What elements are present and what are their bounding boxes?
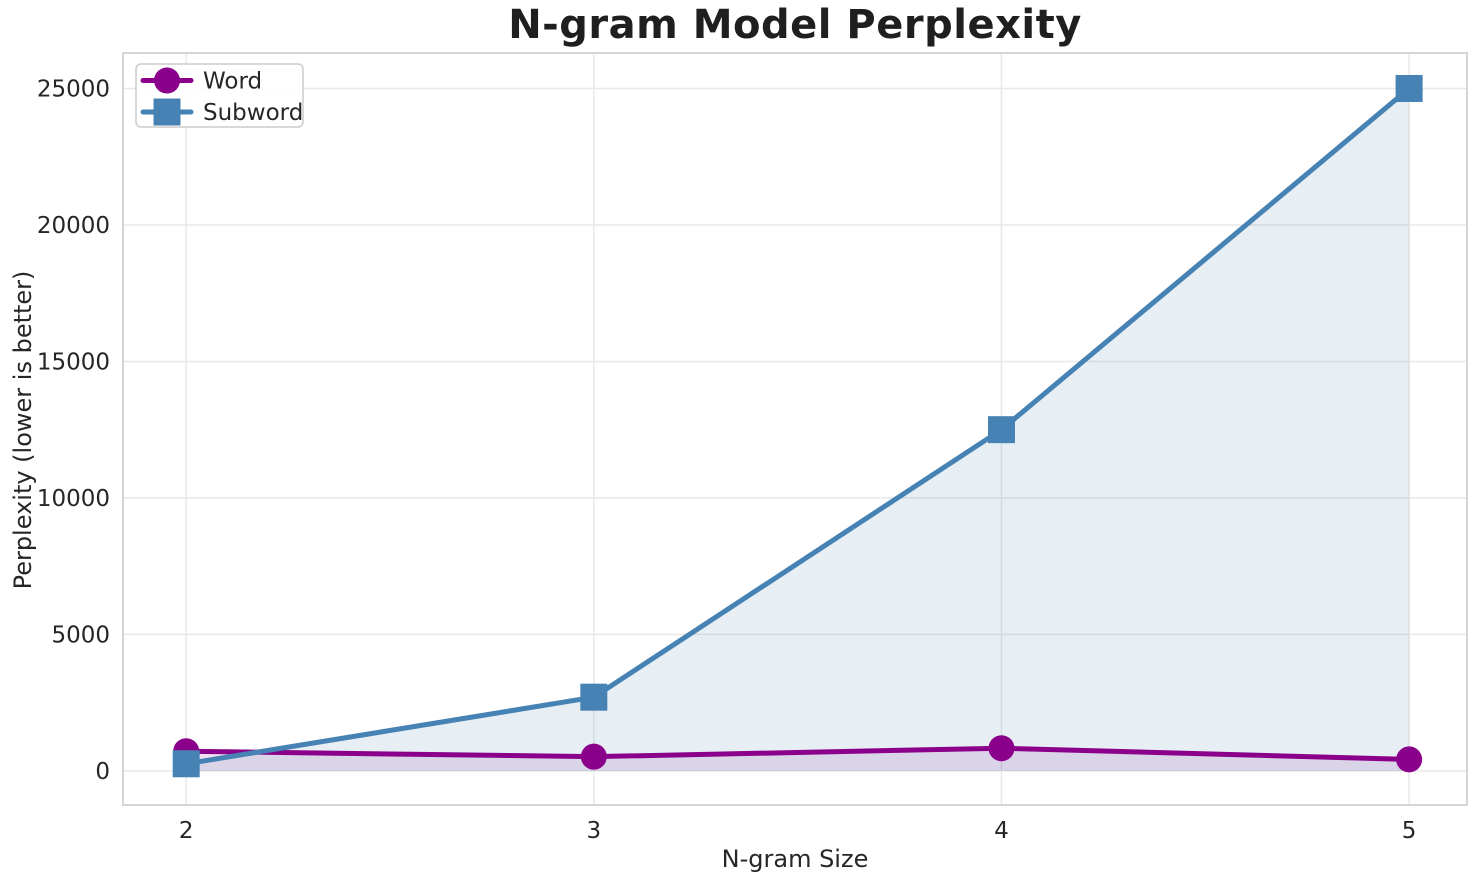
series-word-fill [186, 748, 1410, 771]
svg-text:3: 3 [587, 818, 602, 844]
legend-marker-square [153, 98, 181, 126]
svg-text:25000: 25000 [37, 76, 110, 102]
svg-text:0: 0 [95, 759, 110, 785]
svg-text:4: 4 [994, 818, 1009, 844]
series-subword-fill [186, 88, 1410, 771]
marker-subword-point [987, 416, 1015, 444]
legend: Word Subword [135, 63, 304, 128]
chart-title: N-gram Model Perplexity [508, 2, 1082, 48]
plot-background [123, 53, 1467, 805]
legend-item-subword: Subword [140, 98, 303, 126]
svg-text:10000: 10000 [37, 486, 110, 512]
marker-subword-point [580, 683, 608, 711]
plot-border [122, 52, 1468, 806]
svg-text:20000: 20000 [37, 213, 110, 239]
svg-text:15000: 15000 [37, 349, 110, 375]
marker-word-point [1396, 746, 1423, 773]
y-axis-label: Perplexity (lower is better) [9, 270, 37, 590]
svg-text:2: 2 [179, 818, 194, 844]
legend-item-word: Word [140, 67, 262, 95]
marker-subword-point [172, 750, 200, 778]
x-axis-label: N-gram Size [721, 845, 869, 873]
svg-text:5: 5 [1402, 818, 1417, 844]
gridlines [123, 53, 1467, 805]
series-word [173, 735, 1423, 773]
y-tick-labels: 0 5000 10000 15000 20000 25000 [37, 76, 110, 784]
marker-word-point [580, 743, 607, 770]
svg-text:5000: 5000 [51, 622, 110, 648]
marker-word-point [988, 735, 1015, 762]
x-tick-labels: 2 3 4 5 [179, 818, 1417, 844]
series-subword [172, 74, 1423, 778]
legend-marker-circle [154, 67, 180, 94]
marker-subword-point [1395, 74, 1423, 102]
legend-label: Word [203, 69, 262, 95]
legend-label: Subword [203, 100, 303, 126]
